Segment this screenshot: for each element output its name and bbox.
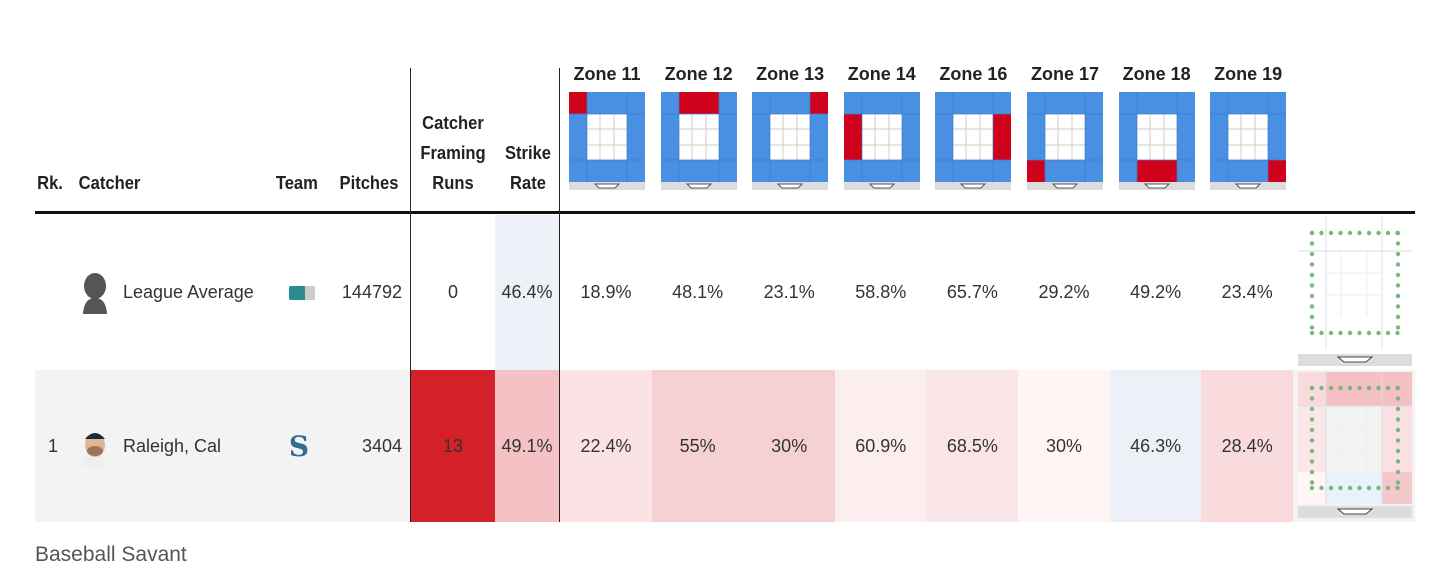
column-divider [559, 68, 560, 522]
zone-rate-cell: 65.7% [946, 282, 998, 302]
header-strike-rate[interactable]: Strike Rate [496, 138, 560, 198]
home-plate-icon [1143, 183, 1170, 189]
catcher-name[interactable]: League Average [123, 282, 254, 302]
header-strike-line2: Rate [510, 173, 546, 193]
zone-highlight [678, 92, 719, 114]
zone-rate-cell: 58.8% [855, 282, 907, 302]
column-divider [410, 68, 411, 522]
header-strike-line1: Strike [504, 143, 552, 163]
mariners-logo-icon[interactable]: S [289, 430, 309, 465]
zone-rate-cell: 68.5% [926, 370, 1019, 522]
zone-heatmap-icon [1298, 372, 1412, 523]
home-plate-icon [868, 183, 896, 189]
header-zone[interactable]: Zone 11 [573, 64, 641, 84]
zone-diagram-icon [935, 92, 1012, 195]
zone-highlight [1136, 160, 1177, 182]
zone-diagram-icon [569, 92, 645, 195]
home-plate-icon [1051, 183, 1079, 189]
strike-zone [587, 114, 627, 160]
zone-rate-cell: 18.9% [580, 282, 632, 302]
home-plate-icon [685, 183, 712, 189]
zone-rate-cell: 49.2% [1130, 282, 1182, 302]
header-zone[interactable]: Zone 18 [1122, 64, 1191, 84]
zone-heatmap-icon [1298, 217, 1412, 371]
zone-highlight [1027, 160, 1045, 182]
silhouette-icon [80, 272, 110, 319]
header-team[interactable]: Team [275, 173, 318, 193]
home-plate-icon [1234, 183, 1262, 189]
zone-rate-cell: 23.1% [763, 282, 815, 302]
header-runs-line1: Catcher [422, 113, 484, 133]
zone-diagram-icon [1118, 92, 1195, 195]
zone-rate-cell: 22.4% [560, 370, 652, 522]
zone-rate-cell: 28.4% [1201, 370, 1294, 522]
strike-rate-cell: 49.1% [495, 370, 559, 522]
header-zone[interactable]: Zone 14 [847, 64, 916, 84]
header-framing-runs[interactable]: Catcher Framing Runs [410, 108, 496, 198]
framing-runs-cell: 0 [411, 215, 495, 370]
zone-highlight [993, 114, 1012, 160]
header-catcher[interactable]: Catcher [78, 173, 141, 193]
footer-source: Baseball Savant [35, 543, 187, 566]
zone-rate-cell: 60.9% [834, 370, 927, 522]
home-plate-icon [960, 183, 987, 189]
zone-diagram-icon [1027, 92, 1103, 195]
zone-diagram-icon [1210, 92, 1287, 195]
zone-highlight [569, 92, 587, 114]
pitches-cell: 3404 [361, 435, 402, 456]
zone-highlight [1268, 160, 1287, 182]
zone-rate-cell: 48.1% [672, 282, 724, 302]
zone-highlight [843, 114, 862, 160]
header-zone[interactable]: Zone 16 [939, 64, 1008, 84]
header-rank[interactable]: Rk. [37, 173, 63, 193]
header-runs-line2: Framing [420, 143, 486, 163]
player-headshot-icon [80, 425, 110, 472]
zone-diagram-icon [752, 92, 829, 195]
zone-rate-cell: 30% [743, 370, 836, 522]
header-zone[interactable]: Zone 17 [1030, 64, 1100, 84]
zone-rate-cell: 30% [1018, 370, 1110, 522]
header-divider [35, 211, 1415, 214]
pitches-cell: 144792 [341, 282, 402, 302]
home-plate-icon [776, 183, 804, 189]
rank-cell [38, 215, 68, 370]
header-pitches[interactable]: Pitches [339, 173, 399, 193]
strike-zone [1228, 114, 1269, 160]
strike-zone [1045, 114, 1085, 160]
framing-runs-cell: 13 [411, 370, 495, 522]
zone-rate-cell: 46.3% [1109, 370, 1202, 522]
header-zone[interactable]: Zone 12 [664, 64, 733, 84]
rank-cell: 1 [47, 435, 58, 456]
svg-text:S: S [289, 432, 309, 460]
catcher-name[interactable]: Raleigh, Cal [123, 435, 222, 456]
zone-highlight [810, 92, 829, 114]
header-zone[interactable]: Zone 13 [756, 64, 825, 84]
table-row[interactable] [35, 215, 1415, 370]
home-plate-icon [593, 183, 621, 189]
header-zone[interactable]: Zone 19 [1214, 64, 1283, 84]
strike-zone [861, 114, 902, 160]
zone-diagram-icon [843, 92, 920, 195]
zone-diagram-icon [660, 92, 737, 195]
header-runs-line3: Runs [432, 173, 474, 193]
zone-rate-cell: 29.2% [1038, 282, 1090, 302]
strike-zone [1136, 114, 1177, 160]
strike-rate-cell: 46.4% [495, 215, 559, 370]
strike-zone [678, 114, 719, 160]
strike-zone [770, 114, 811, 160]
strike-zone [953, 114, 994, 160]
mlb-logo-icon[interactable] [289, 285, 315, 305]
zone-rate-cell: 55% [651, 370, 744, 522]
zone-rate-cell: 23.4% [1221, 282, 1273, 302]
